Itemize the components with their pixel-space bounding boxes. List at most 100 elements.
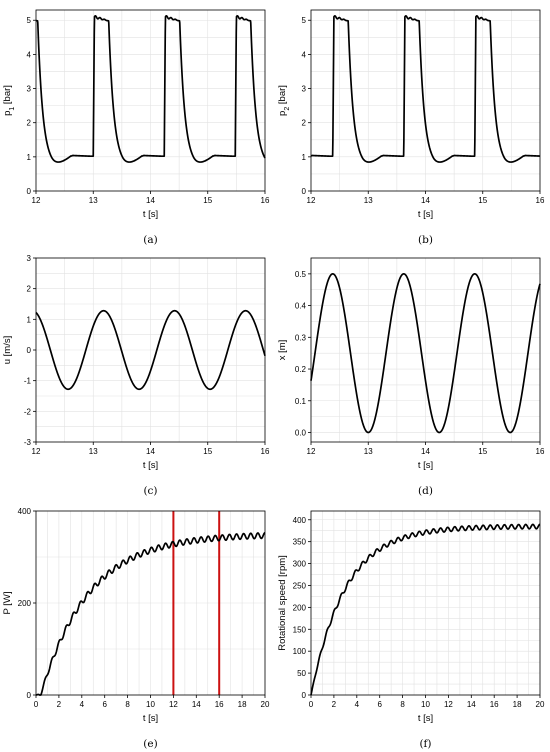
panel-caption: (c) (143, 485, 157, 497)
x-tick-label: 6 (377, 700, 382, 709)
x-tick-label: 13 (89, 447, 98, 456)
y-tick-label: 0 (27, 691, 32, 700)
x-tick-label: 15 (478, 447, 487, 456)
x-tick-label: 13 (364, 196, 373, 205)
y-axis-label: p2 [bar] (277, 85, 291, 116)
y-tick-label: -2 (24, 407, 32, 416)
x-tick-label: 16 (536, 447, 545, 456)
y-tick-label: 350 (293, 538, 307, 547)
x-tick-label: 0 (34, 700, 39, 709)
panel-caption: (d) (418, 485, 433, 497)
chart-panel-f: 0 2 4 6 8 10 12 14 16 18 2005010015020025030035040… (277, 510, 545, 750)
x-tick-label: 0 (309, 700, 314, 709)
y-tick-label: 0 (302, 187, 307, 196)
y-tick-label: 150 (293, 625, 307, 634)
y-axis-label: Rotational speed [rpm] (277, 555, 288, 651)
x-tick-label: 12 (169, 700, 178, 709)
x-tick-label: 8 (400, 700, 405, 709)
x-tick-label: 14 (421, 447, 430, 456)
y-tick-label: 2 (27, 119, 32, 128)
y-tick-label: 1 (27, 153, 32, 162)
x-tick-label: 14 (467, 700, 476, 709)
x-tick-label: 16 (215, 700, 224, 709)
y-tick-label: 1 (27, 315, 32, 324)
y-tick-label: 100 (293, 647, 307, 656)
y-tick-label: 4 (27, 50, 32, 59)
x-axis-label: t [s] (143, 713, 158, 724)
x-tick-label: 2 (332, 700, 337, 709)
x-axis-label: t [s] (143, 209, 158, 220)
panel-caption: (e) (143, 738, 157, 750)
y-tick-label: 0 (302, 691, 307, 700)
y-tick-label: 250 (293, 581, 307, 590)
series-line-0 (310, 273, 541, 434)
x-tick-label: 14 (192, 700, 201, 709)
x-tick-label: 13 (364, 447, 373, 456)
y-tick-label: 0 (27, 346, 32, 355)
y-tick-label: 0.1 (295, 397, 307, 406)
y-tick-label: 5 (302, 16, 307, 25)
panel-caption: (a) (143, 234, 157, 246)
y-tick-label: 5 (27, 16, 32, 25)
gridlines (35, 257, 266, 443)
gridlines (310, 257, 541, 442)
x-tick-label: 12 (32, 447, 41, 456)
y-tick-label: 3 (27, 254, 32, 263)
y-tick-label: 3 (27, 85, 32, 94)
y-axis-label: p1 [bar] (2, 85, 16, 116)
y-tick-label: 4 (302, 50, 307, 59)
x-tick-label: 14 (146, 196, 155, 205)
y-tick-label: 1 (302, 153, 307, 162)
y-tick-label: 0.3 (295, 333, 307, 342)
y-tick-label: 3 (302, 85, 307, 94)
x-tick-label: 14 (146, 447, 155, 456)
series-line-0 (310, 15, 541, 163)
x-axis-label: t [s] (418, 209, 433, 220)
y-tick-label: 0.2 (295, 365, 307, 374)
y-tick-label: 2 (27, 285, 32, 294)
gridlines (35, 510, 266, 696)
x-tick-label: 12 (307, 447, 316, 456)
x-tick-label: 10 (421, 700, 430, 709)
x-tick-label: 18 (513, 700, 522, 709)
x-tick-label: 12 (32, 196, 41, 205)
x-tick-label: 20 (536, 700, 545, 709)
x-tick-label: 13 (89, 196, 98, 205)
x-tick-label: 16 (261, 196, 270, 205)
x-tick-label: 14 (421, 196, 430, 205)
x-tick-label: 16 (490, 700, 499, 709)
y-tick-label: 0 (27, 187, 32, 196)
gridlines (310, 10, 541, 192)
x-axis-label: t [s] (418, 460, 433, 471)
x-tick-label: 15 (478, 196, 487, 205)
x-tick-label: 16 (261, 447, 270, 456)
y-tick-label: 400 (18, 507, 32, 516)
gridlines (35, 10, 266, 192)
y-axis-label: u [m/s] (2, 336, 13, 365)
x-tick-label: 4 (355, 700, 360, 709)
y-tick-label: 50 (297, 669, 306, 678)
x-tick-label: 10 (146, 700, 155, 709)
panel-caption: (f) (419, 738, 431, 750)
x-tick-label: 16 (536, 196, 545, 205)
panel-caption: (b) (418, 234, 433, 246)
x-tick-label: 15 (203, 196, 212, 205)
series-line-0 (35, 531, 266, 696)
y-tick-label: 200 (293, 603, 307, 612)
y-tick-label: 300 (293, 560, 307, 569)
y-tick-label: 2 (302, 119, 307, 128)
x-tick-label: 15 (203, 447, 212, 456)
y-tick-label: 400 (293, 516, 307, 525)
chart-panel-d: 12 13 14 15 16 0.0 0.1 0.2 0.3 0.4 0.5 t [s] x [m] (d… (277, 257, 545, 497)
series-line-0 (310, 523, 541, 696)
y-tick-label: 0.0 (295, 428, 307, 437)
x-axis-label: t [s] (418, 713, 433, 724)
series-line-0 (35, 309, 266, 391)
x-tick-label: 12 (307, 196, 316, 205)
gridlines (310, 511, 541, 696)
